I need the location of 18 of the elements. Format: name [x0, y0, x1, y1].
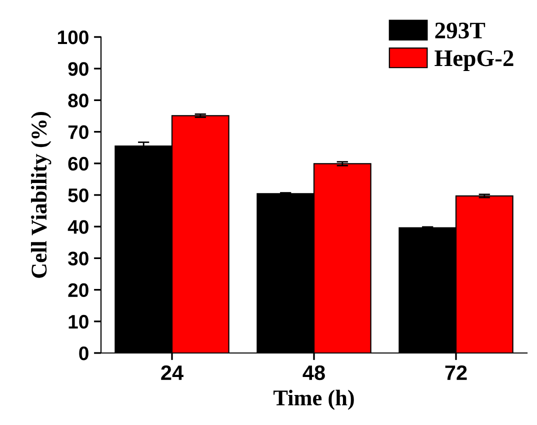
x-tick-label: 24	[161, 365, 184, 380]
y-tick-label: 20	[68, 283, 88, 298]
y-tick-label: 40	[68, 220, 88, 234]
y-tick-label: 0	[79, 346, 88, 360]
x-axis-title: Time (h)	[274, 390, 354, 410]
legend-label: 293T	[435, 22, 486, 39]
y-tick-label: 10	[68, 314, 88, 329]
y-axis-title: Cell Viability (%)	[30, 112, 52, 278]
x-tick-label: 72	[445, 365, 467, 380]
y-tick-label: 70	[68, 125, 88, 140]
y-tick-label: 100	[58, 30, 88, 44]
x-tick-label: 48	[302, 365, 325, 380]
y-tick-label: 50	[68, 188, 88, 202]
y-tick-label: 30	[68, 252, 88, 266]
legend-label: HepG-2	[434, 50, 514, 71]
y-tick-label: 80	[68, 94, 88, 108]
y-tick-label: 60	[68, 156, 88, 171]
y-tick-label: 90	[68, 62, 88, 76]
